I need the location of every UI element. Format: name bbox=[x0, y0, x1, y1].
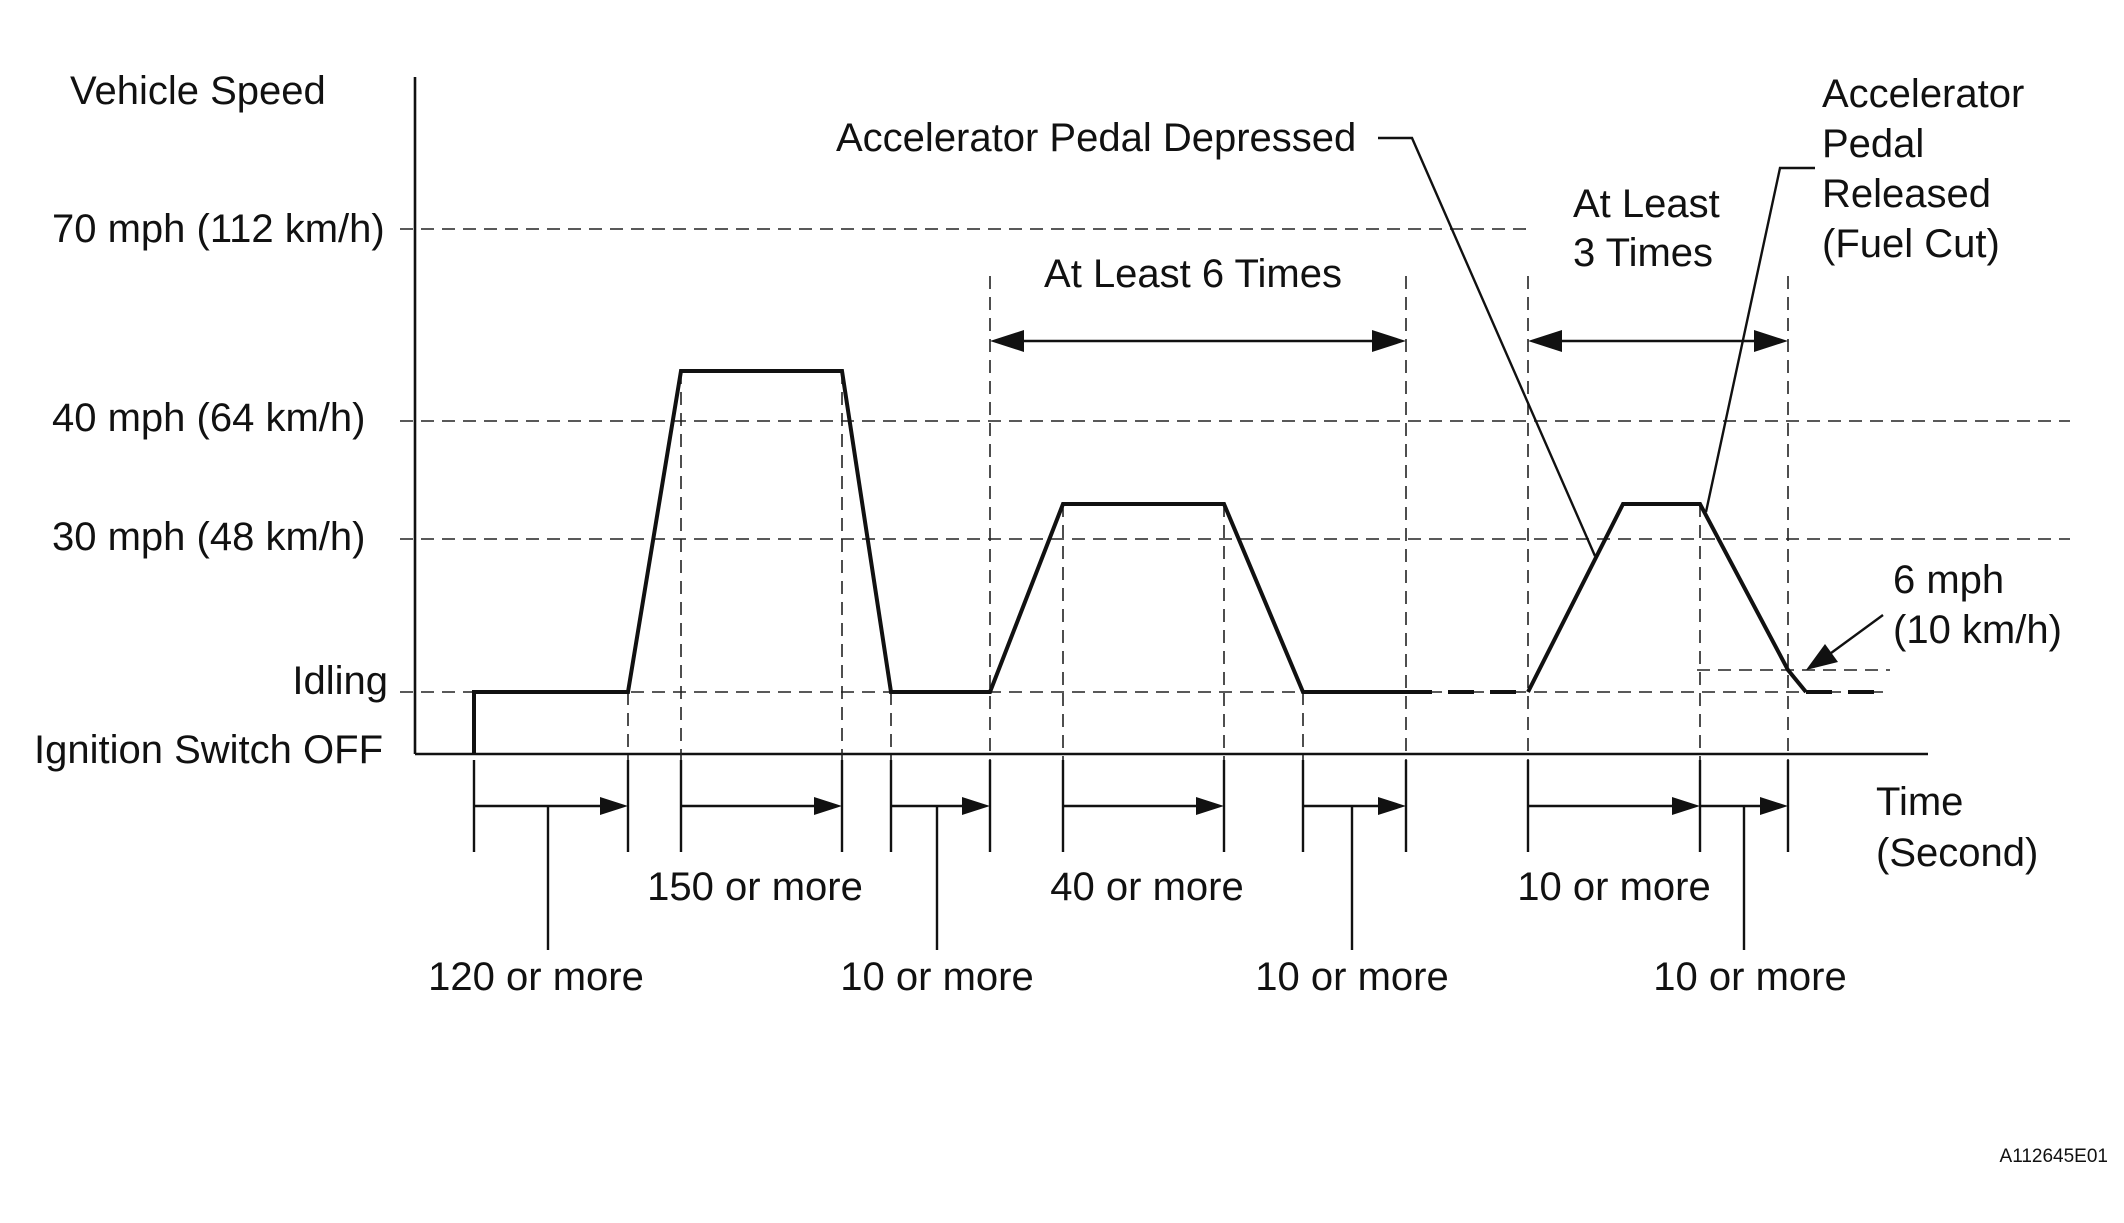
duration-label: 150 or more bbox=[647, 865, 863, 909]
fuel-cut-speed-label-line1: 6 mph bbox=[1893, 558, 2004, 602]
duration-arrow bbox=[474, 797, 628, 950]
arrowhead-right bbox=[1754, 330, 1788, 352]
at-least-6-label: At Least 6 Times bbox=[1044, 252, 1342, 296]
speed-label-40: 40 mph (64 km/h) bbox=[52, 396, 365, 440]
at-least-3-label-line2: 3 Times bbox=[1573, 231, 1713, 275]
fuel-cut-speed-label-line2: (10 km/h) bbox=[1893, 608, 2062, 652]
arrowhead bbox=[1806, 644, 1838, 670]
speed-trace bbox=[472, 369, 1406, 754]
arrowhead-right bbox=[1372, 330, 1406, 352]
pedal-released-label-line1: Accelerator bbox=[1822, 72, 2024, 116]
duration-label: 120 or more bbox=[428, 955, 644, 999]
duration-arrow bbox=[1303, 797, 1406, 950]
duration-arrow bbox=[681, 797, 842, 815]
speed-trace bbox=[1526, 502, 1808, 694]
duration-arrow bbox=[1528, 797, 1700, 815]
duration-label: 10 or more bbox=[1517, 865, 1710, 909]
pedal-depressed-leader bbox=[1378, 136, 1597, 557]
pedal-depressed-label: Accelerator Pedal Depressed bbox=[836, 116, 1356, 160]
pedal-released-label-line4: (Fuel Cut) bbox=[1822, 222, 2000, 266]
pedal-released-leader bbox=[1704, 166, 1815, 513]
y-axis-title: Vehicle Speed bbox=[70, 69, 326, 113]
duration-arrow bbox=[1063, 797, 1224, 815]
duration-arrow bbox=[1700, 797, 1788, 950]
figure-id: A112645E01 bbox=[2000, 1146, 2108, 1167]
fuel-cut-speed-leader bbox=[1826, 614, 1884, 657]
time-axis-title-line2: (Second) bbox=[1876, 831, 2038, 875]
pedal-released-label-line2: Pedal bbox=[1822, 122, 1924, 166]
speed-label-idling: Idling bbox=[292, 659, 388, 703]
at-least-3-label-line1: At Least bbox=[1573, 182, 1720, 226]
speed-label-ignition-off: Ignition Switch OFF bbox=[34, 728, 383, 772]
speed-label-30: 30 mph (48 km/h) bbox=[52, 515, 365, 559]
duration-label: 10 or more bbox=[1653, 955, 1846, 999]
duration-arrow bbox=[891, 797, 990, 950]
pedal-released-label-line3: Released bbox=[1822, 172, 1991, 216]
duration-label: 40 or more bbox=[1050, 865, 1243, 909]
arrowhead-left bbox=[1528, 330, 1562, 352]
time-axis-title-line1: Time bbox=[1876, 780, 1963, 824]
duration-label: 10 or more bbox=[1255, 955, 1448, 999]
speed-label-70: 70 mph (112 km/h) bbox=[52, 207, 385, 251]
duration-label: 10 or more bbox=[840, 955, 1033, 999]
arrowhead-left bbox=[990, 330, 1024, 352]
